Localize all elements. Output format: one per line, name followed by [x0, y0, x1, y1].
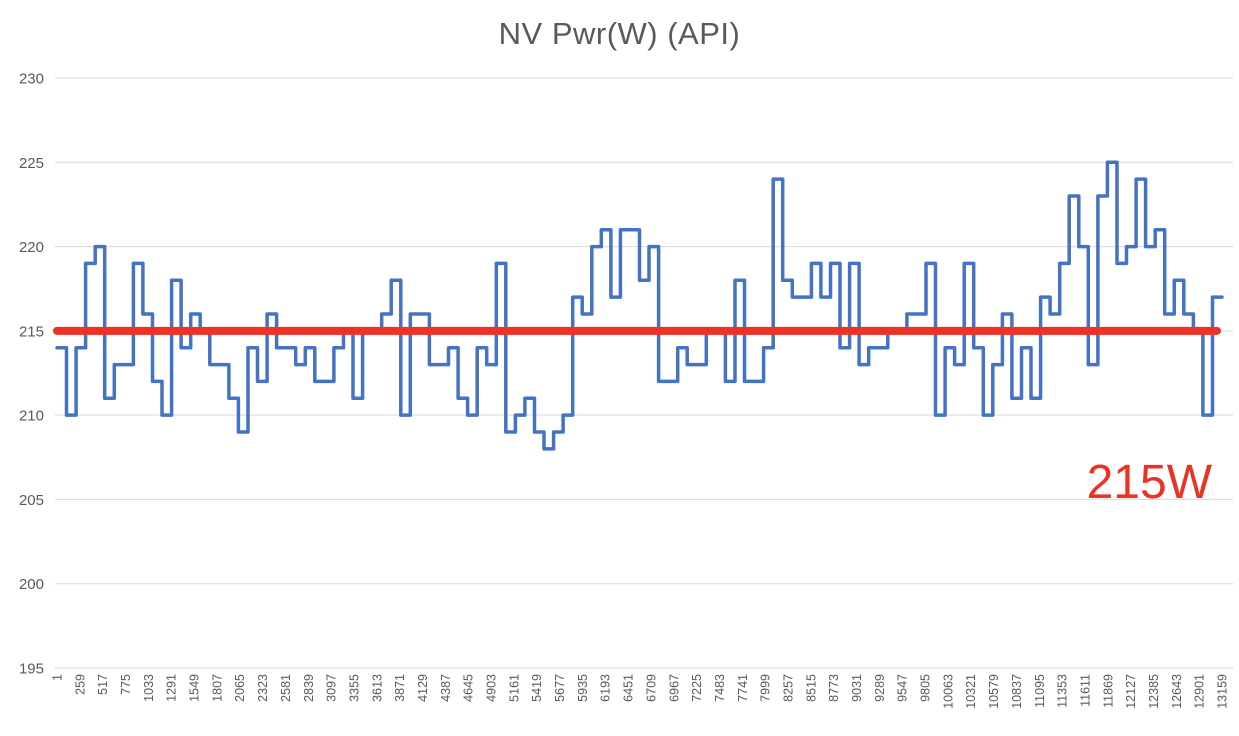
- x-tick-label: 8773: [827, 674, 841, 702]
- x-tick-label: 9805: [919, 674, 933, 702]
- x-tick-label: 12127: [1124, 674, 1138, 709]
- x-tick-label: 12901: [1193, 674, 1207, 709]
- x-tick-label: 517: [96, 674, 110, 695]
- x-tick-label: 12643: [1170, 674, 1184, 709]
- x-tick-label: 8515: [804, 674, 818, 702]
- x-tick-label: 2323: [256, 674, 270, 702]
- x-tick-label: 9547: [896, 674, 910, 702]
- x-tick-label: 11869: [1101, 674, 1115, 708]
- x-tick-label: 6967: [667, 674, 681, 702]
- x-tick-label: 1033: [142, 674, 156, 702]
- x-tick-label: 3871: [393, 674, 407, 702]
- reference-line-label: 215W: [1087, 456, 1213, 509]
- x-tick-label: 7741: [736, 674, 750, 702]
- y-tick-label: 215: [19, 323, 44, 340]
- x-tick-label: 1549: [188, 674, 202, 702]
- x-tick-label: 2065: [233, 674, 247, 702]
- x-tick-label: 6193: [599, 674, 613, 702]
- x-tick-label: 10063: [941, 674, 955, 709]
- x-tick-label: 7999: [759, 674, 773, 702]
- gridlines: [55, 77, 1233, 669]
- x-tick-label: 11095: [1033, 674, 1047, 708]
- y-tick-label: 210: [19, 408, 44, 425]
- x-tick-label: 7225: [690, 674, 704, 702]
- x-tick-label: 6451: [622, 674, 636, 702]
- x-tick-label: 13159: [1216, 674, 1230, 709]
- x-tick-label: 4387: [439, 674, 453, 702]
- x-tick-label: 1291: [165, 674, 179, 702]
- x-tick-label: 4129: [416, 674, 430, 702]
- x-tick-label: 5677: [553, 674, 567, 702]
- y-tick-label: 200: [19, 576, 44, 593]
- x-tick-label: 4903: [485, 674, 499, 702]
- x-tick-label: 11353: [1056, 674, 1070, 708]
- x-tick-label: 12385: [1147, 674, 1161, 709]
- power-series-line[interactable]: [55, 160, 1224, 451]
- x-tick-label: 6709: [644, 674, 658, 702]
- x-tick-label: 1: [51, 674, 65, 681]
- x-tick-label: 5935: [576, 674, 590, 702]
- y-axis-labels: 195 200 205 210 215 220 225 230: [19, 71, 44, 678]
- y-tick-label: 220: [19, 239, 44, 256]
- x-tick-label: 9289: [873, 674, 887, 702]
- x-tick-label: 7483: [713, 674, 727, 702]
- x-tick-label: 5419: [530, 674, 544, 702]
- x-tick-label: 3355: [347, 674, 361, 702]
- x-tick-label: 10579: [987, 674, 1001, 709]
- x-tick-label: 3613: [370, 674, 384, 702]
- x-tick-label: 2581: [279, 674, 293, 702]
- x-axis-labels: 1 259 517 775 1033 1291 1549 1807 2065 2323 2581 28…: [51, 674, 1230, 709]
- x-tick-label: 10837: [1010, 674, 1024, 709]
- x-tick-label: 775: [119, 674, 133, 695]
- y-tick-label: 230: [19, 71, 44, 88]
- x-tick-label: 5161: [507, 674, 521, 702]
- x-tick-label: 9031: [850, 674, 864, 702]
- y-tick-label: 195: [19, 661, 44, 678]
- x-tick-label: 4645: [462, 674, 476, 702]
- x-tick-label: 3097: [325, 674, 339, 702]
- x-tick-label: 10321: [964, 674, 978, 709]
- x-tick-label: 8257: [781, 674, 795, 702]
- x-tick-label: 2839: [302, 674, 316, 702]
- x-tick-label: 259: [73, 674, 87, 695]
- chart-title: NV Pwr(W) (API): [498, 16, 741, 51]
- x-tick-label: 1807: [210, 674, 224, 702]
- y-tick-label: 225: [19, 155, 44, 172]
- x-tick-label: 11611: [1078, 674, 1092, 707]
- y-tick-label: 205: [19, 492, 44, 509]
